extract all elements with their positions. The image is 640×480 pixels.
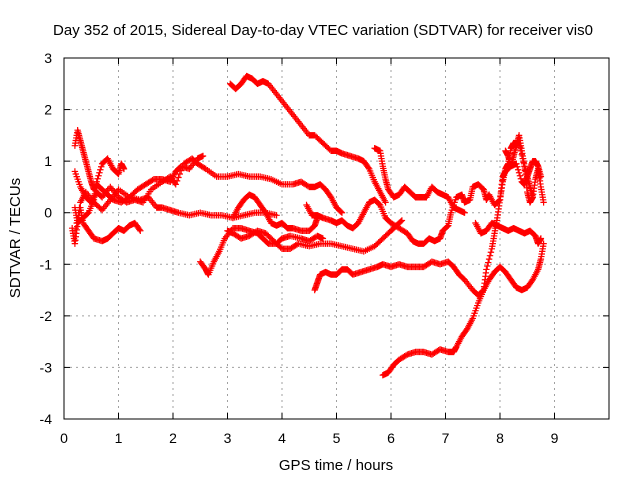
series-trace-15 [502, 132, 547, 206]
y-tick-label: -4 [40, 411, 53, 427]
x-tick-label: 2 [169, 430, 177, 446]
series-trace-8 [224, 217, 406, 255]
x-tick-label: 9 [551, 430, 559, 446]
data-point [461, 209, 468, 216]
data-point [136, 226, 143, 233]
y-axis-ticks: -4 -3 -2 -1 0 1 2 3 [40, 50, 609, 427]
series-trace-13 [379, 139, 536, 379]
x-tick-label: 8 [496, 430, 504, 446]
data-point [516, 172, 524, 179]
series-trace-4 [71, 155, 346, 216]
data-point [397, 218, 405, 225]
series-trace-11 [371, 145, 468, 216]
series-trace-12 [311, 240, 547, 299]
data-point [175, 174, 182, 181]
data-point [487, 249, 495, 256]
data-point [177, 167, 185, 174]
data-point [98, 163, 105, 170]
data-point [486, 252, 494, 259]
data-point [137, 227, 144, 234]
data-point [483, 266, 490, 273]
data-point [319, 235, 327, 242]
data-point [179, 163, 186, 171]
gridlines [64, 58, 609, 419]
data-point [199, 152, 207, 160]
data-point [172, 181, 179, 188]
data-point [540, 240, 547, 247]
series-trace-1 [68, 204, 144, 247]
data-point [485, 255, 493, 263]
data-point [540, 199, 547, 206]
data-point [97, 166, 104, 173]
x-tick-label: 6 [387, 430, 395, 446]
data-point [484, 259, 492, 266]
x-tick-label: 5 [333, 430, 341, 446]
data-point [514, 166, 522, 173]
data-point [95, 172, 102, 179]
x-tick-label: 7 [442, 430, 450, 446]
data-point [484, 262, 491, 270]
x-axis-ticks: 0 1 2 3 4 5 6 7 8 9 [60, 58, 559, 446]
data-point [120, 165, 128, 173]
data-point [365, 164, 372, 171]
y-tick-label: 2 [44, 102, 52, 118]
series-trace-6 [227, 72, 389, 206]
data-point [338, 209, 346, 216]
data-point [537, 235, 545, 242]
data-point [514, 163, 521, 170]
x-tick-label: 3 [224, 430, 232, 446]
series-trace-9 [229, 191, 321, 234]
data-point [398, 217, 406, 224]
y-axis-title: SDTVAR / TECUs [7, 178, 24, 298]
data-point [382, 199, 389, 206]
y-tick-label: 3 [44, 50, 52, 66]
data-point [444, 223, 451, 230]
data-point [337, 208, 345, 216]
series-trace-5 [71, 155, 128, 227]
y-tick-label: 1 [44, 153, 52, 169]
data-point [93, 178, 100, 185]
data-series [68, 72, 547, 379]
series-trace-14 [472, 219, 545, 247]
y-tick-label: -1 [40, 256, 53, 272]
data-point [515, 169, 523, 176]
y-tick-label: 0 [44, 205, 52, 221]
plot-frame [63, 57, 610, 420]
data-point [173, 177, 181, 185]
x-axis-title: GPS time / hours [279, 457, 393, 474]
y-tick-label: -3 [40, 359, 53, 375]
data-point [71, 230, 79, 237]
data-point [96, 169, 103, 176]
data-point [72, 224, 80, 232]
x-tick-label: 4 [278, 430, 286, 446]
x-tick-label: 1 [115, 430, 123, 446]
data-point [176, 170, 184, 178]
chart-title: Day 352 of 2015, Sidereal Day-to-day VTE… [53, 22, 593, 39]
y-tick-label: -2 [40, 308, 53, 324]
data-point [273, 212, 280, 219]
data-point [513, 160, 520, 167]
data-point [94, 175, 101, 182]
x-tick-label: 0 [60, 430, 68, 446]
